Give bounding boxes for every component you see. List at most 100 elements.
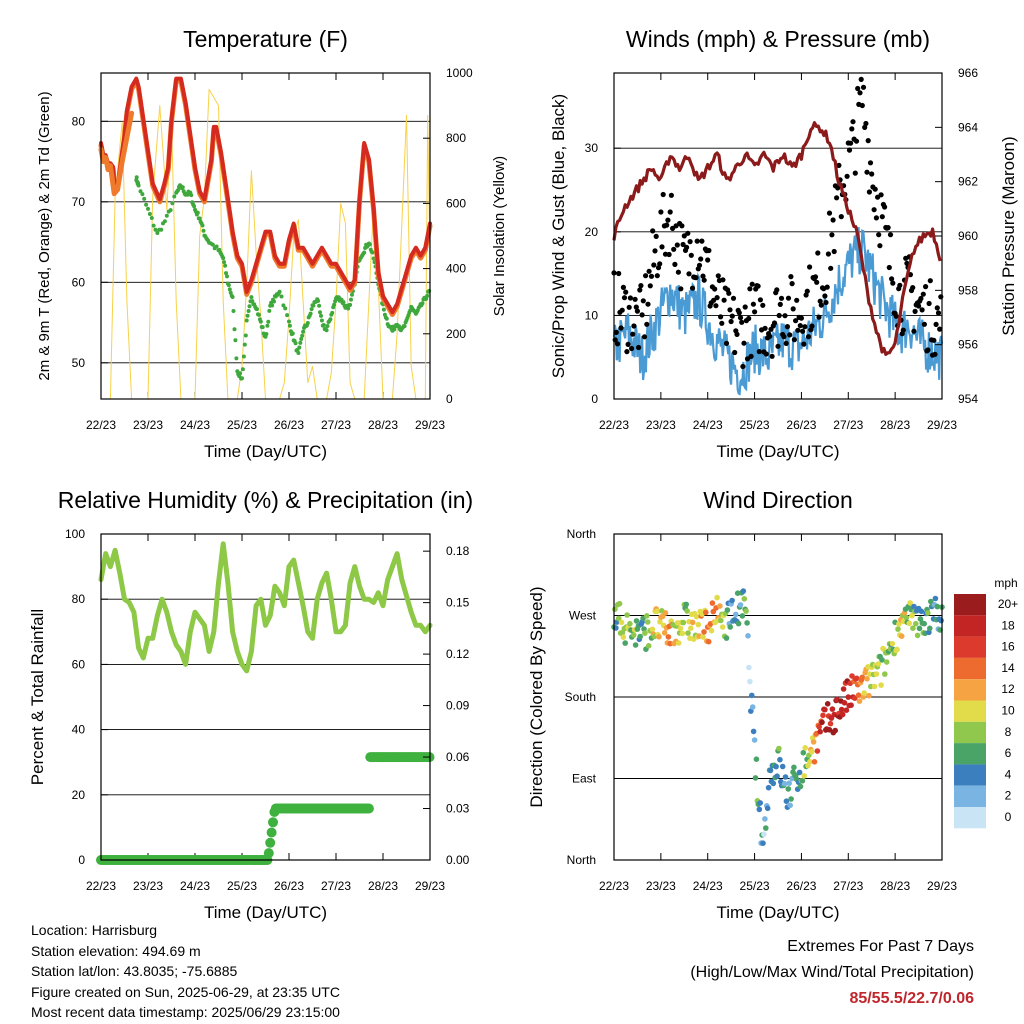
- direction-point: [903, 614, 910, 621]
- x-tick-label: 25/23: [227, 418, 257, 432]
- dewpoint-point: [297, 345, 302, 350]
- dewpoint-point: [264, 332, 269, 336]
- gust-point: [740, 363, 746, 370]
- direction-point: [677, 625, 684, 632]
- direction-point: [783, 798, 790, 804]
- dewpoint-point: [330, 310, 335, 315]
- gust-point: [619, 307, 625, 313]
- direction-point: [786, 780, 792, 786]
- dewpoint-point: [319, 313, 323, 318]
- gust-point: [664, 222, 670, 228]
- gust-point: [853, 138, 860, 144]
- y-tick-label: North: [567, 853, 596, 867]
- dewpoint-point: [149, 216, 154, 220]
- y2-tick-label: 1000: [446, 66, 473, 80]
- dewpoint-point: [221, 256, 226, 261]
- dewpoint-point: [300, 333, 305, 338]
- y-tick-label: 50: [72, 356, 86, 370]
- dewpoint-point: [266, 319, 271, 324]
- dewpoint-point: [287, 323, 292, 328]
- gust-point: [639, 312, 645, 318]
- gust-point: [834, 195, 840, 201]
- gust-point: [658, 209, 664, 215]
- legend-label: 12: [1001, 682, 1015, 696]
- x-tick-label: 22/23: [599, 879, 629, 893]
- x-tick-label: 25/23: [227, 879, 257, 893]
- dewpoint-point: [324, 328, 329, 333]
- dewpoint-point: [244, 318, 249, 323]
- y2-tick-label: 0.15: [446, 596, 470, 610]
- direction-point: [906, 620, 912, 627]
- direction-point: [737, 602, 744, 608]
- direction-point: [680, 619, 687, 626]
- gust-point: [752, 309, 758, 315]
- gust-point: [630, 331, 636, 337]
- gust-point: [659, 244, 665, 250]
- direction-point: [733, 611, 739, 618]
- gust-point: [836, 162, 842, 168]
- location-text: Location: Harrisburg: [31, 922, 158, 938]
- gust-point: [920, 291, 926, 297]
- direction-point: [909, 612, 915, 619]
- created-text: Figure created on Sun, 2025-06-29, at 23…: [31, 983, 340, 1000]
- direction-point: [644, 613, 650, 619]
- dewpoint-point: [197, 216, 202, 221]
- gust-point: [873, 215, 880, 221]
- direction-point: [657, 619, 663, 625]
- dewpoint-point: [176, 188, 181, 193]
- dewpoint-point: [246, 309, 251, 313]
- direction-point: [918, 608, 925, 615]
- direction-point: [622, 640, 628, 646]
- dewpoint-point: [151, 223, 156, 228]
- legend-swatch: [954, 807, 986, 829]
- legend-label: 18: [1001, 618, 1015, 632]
- gust-point: [680, 241, 686, 248]
- direction-point: [843, 707, 850, 713]
- gust-point: [729, 313, 735, 319]
- gust-point: [689, 285, 696, 291]
- legend-label: 14: [1001, 661, 1015, 675]
- gust-point: [835, 185, 841, 191]
- timestamp-text: Most recent data timestamp: 2025/06/29 2…: [31, 1004, 340, 1020]
- y-tick-label: 70: [72, 195, 86, 209]
- dewpoint-point: [341, 300, 346, 305]
- gust-point: [789, 281, 795, 287]
- dewpoint-point: [231, 309, 236, 313]
- gust-point: [625, 341, 631, 347]
- latlon-text: Station lat/lon: 43.8035; -75.6885: [31, 963, 238, 979]
- gust-point: [807, 264, 813, 270]
- gust-point: [852, 170, 858, 176]
- gust-point: [637, 287, 643, 293]
- y-axis-label: 2m & 9m T (Red, Orange) & 2m Td (Green): [36, 91, 53, 380]
- y2-tick-label: 962: [958, 175, 978, 189]
- gust-point: [825, 251, 832, 257]
- gust-point: [687, 239, 693, 245]
- gust-point: [679, 223, 685, 229]
- x-tick-label: 29/23: [415, 418, 445, 432]
- gust-point: [727, 307, 733, 313]
- direction-point: [921, 620, 927, 627]
- dewpoint-point: [267, 308, 272, 313]
- dewpoint-point: [348, 302, 353, 307]
- gust-point: [846, 147, 853, 153]
- dewpoint-point: [256, 312, 261, 317]
- gust-point: [638, 283, 644, 289]
- gust-point: [653, 233, 659, 239]
- direction-point: [779, 763, 786, 770]
- direction-point: [662, 610, 669, 616]
- gust-point: [782, 313, 788, 319]
- direction-point: [774, 773, 780, 779]
- direction-point: [705, 638, 712, 645]
- direction-point: [649, 626, 656, 633]
- direction-point: [861, 690, 867, 696]
- direction-point: [615, 615, 622, 622]
- gust-point: [935, 310, 942, 316]
- x-tick-label: 27/23: [833, 418, 863, 432]
- gust-point: [871, 207, 877, 213]
- plot-frame: [613, 533, 943, 861]
- dewpoint-point: [144, 202, 149, 207]
- y2-tick-label: 966: [958, 66, 978, 80]
- gust-point: [877, 243, 883, 249]
- direction-point: [688, 625, 694, 631]
- gust-point: [911, 328, 917, 334]
